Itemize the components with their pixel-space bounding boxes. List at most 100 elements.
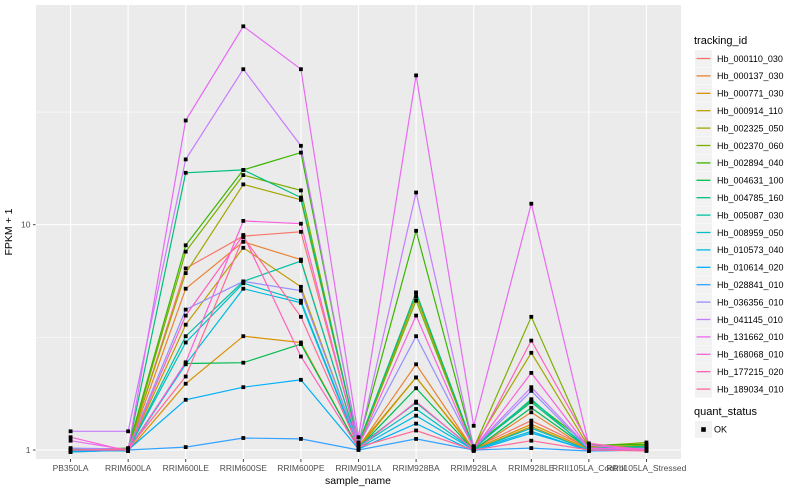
data-point (299, 229, 303, 234)
x-tick-label: RRIM928BA (392, 463, 440, 473)
data-point (529, 400, 534, 405)
legend-items: Hb_000110_030 Hb_000137_030 Hb_000771_030 H… (695, 50, 784, 398)
data-point (183, 170, 188, 175)
data-point (183, 249, 188, 254)
data-point (414, 375, 418, 380)
data-point (68, 450, 73, 454)
data-point (356, 435, 361, 440)
data-point (299, 259, 303, 263)
data-point (529, 422, 534, 427)
data-point (587, 448, 591, 452)
legend-label: Hb_002325_050 (717, 123, 784, 133)
data-point (529, 431, 534, 435)
x-tick-label: RRIM600SE (220, 463, 268, 473)
legend-label: Hb_177215_020 (717, 367, 784, 377)
legend-label: Hb_002894_040 (717, 158, 784, 168)
data-point (414, 428, 418, 433)
data-point (68, 438, 73, 443)
legend-label: Hb_000771_030 (717, 89, 784, 99)
data-point (299, 298, 303, 303)
data-point (529, 410, 534, 415)
data-point (183, 374, 188, 379)
data-point (644, 449, 649, 453)
data-point (183, 445, 188, 449)
data-point (183, 334, 188, 339)
x-tick-label: RRII105LA_Stressed (607, 463, 687, 473)
legend-label: Hb_000137_030 (717, 71, 784, 81)
legend-label: Hb_041145_010 (717, 315, 783, 325)
data-point (471, 423, 476, 428)
legend-label: Hb_131662_010 (717, 332, 784, 342)
data-point (299, 197, 303, 202)
data-point (299, 221, 303, 226)
data-point (183, 362, 188, 367)
legend-label: Hb_036356_010 (717, 297, 784, 307)
legend-label: Hb_010573_040 (717, 245, 784, 255)
x-axis: PB350LA RRIM600LA RRIM600LE RRIM600SE RRIM60… (53, 459, 687, 473)
data-point (529, 438, 534, 443)
legend-quant-status-key (695, 421, 712, 438)
data-point (183, 157, 188, 162)
legend-label: Hb_168068_010 (717, 350, 784, 360)
data-point (183, 397, 188, 402)
data-point (183, 360, 188, 365)
data-point (241, 279, 246, 284)
y-axis: 1 10 (21, 220, 36, 455)
data-point (299, 188, 303, 193)
data-point (183, 266, 188, 271)
x-tick-label: RRII105LA_Control (552, 463, 626, 473)
legend-label: Hb_028841_010 (717, 280, 784, 290)
data-point (529, 389, 534, 393)
data-point (183, 118, 188, 123)
data-point (529, 418, 534, 423)
data-point (471, 448, 476, 452)
legend-title-tracking-id: tracking_id (694, 35, 747, 47)
data-point (241, 286, 246, 291)
data-point (414, 334, 418, 339)
data-point (587, 441, 591, 446)
data-point (183, 286, 188, 291)
data-point (299, 342, 303, 346)
data-point (126, 447, 130, 451)
y-axis-title: FPKM + 1 (3, 208, 15, 255)
data-point (241, 334, 246, 339)
legend-label: Hb_000914_110 (717, 106, 783, 116)
data-point (183, 322, 188, 327)
data-point (529, 426, 534, 431)
data-point (241, 235, 246, 240)
legend-label: Hb_008959_050 (717, 228, 784, 238)
data-point (529, 405, 534, 410)
data-point (414, 399, 418, 404)
data-point (299, 143, 303, 148)
x-tick-label: RRIM928LA (451, 463, 498, 473)
data-point (183, 307, 188, 312)
data-point (529, 201, 534, 206)
data-point (414, 298, 418, 303)
data-point (529, 350, 534, 355)
y-tick-label: 10 (21, 220, 31, 230)
quant-ok-marker (701, 427, 706, 432)
x-axis-title: sample_name (325, 475, 391, 487)
data-point (414, 437, 418, 441)
data-point (183, 313, 188, 318)
data-point (414, 407, 418, 411)
data-point (299, 437, 303, 441)
data-point (299, 150, 303, 155)
data-point (183, 381, 188, 386)
data-point (414, 313, 418, 318)
legend-label: Hb_010614_020 (717, 263, 784, 273)
data-point (241, 233, 246, 237)
legend-label: Hb_004785_160 (717, 193, 784, 203)
legend-quant-status-label: OK (714, 425, 727, 435)
data-point (414, 386, 418, 391)
y-tick-label: 1 (26, 445, 31, 455)
data-point (414, 413, 418, 418)
data-point (299, 284, 303, 289)
data-point (414, 421, 418, 426)
data-point (241, 360, 246, 365)
data-point (241, 168, 246, 172)
data-point (529, 446, 534, 450)
legend-label: Hb_004631_100 (717, 176, 784, 186)
data-point (241, 182, 246, 187)
data-point (299, 300, 303, 305)
